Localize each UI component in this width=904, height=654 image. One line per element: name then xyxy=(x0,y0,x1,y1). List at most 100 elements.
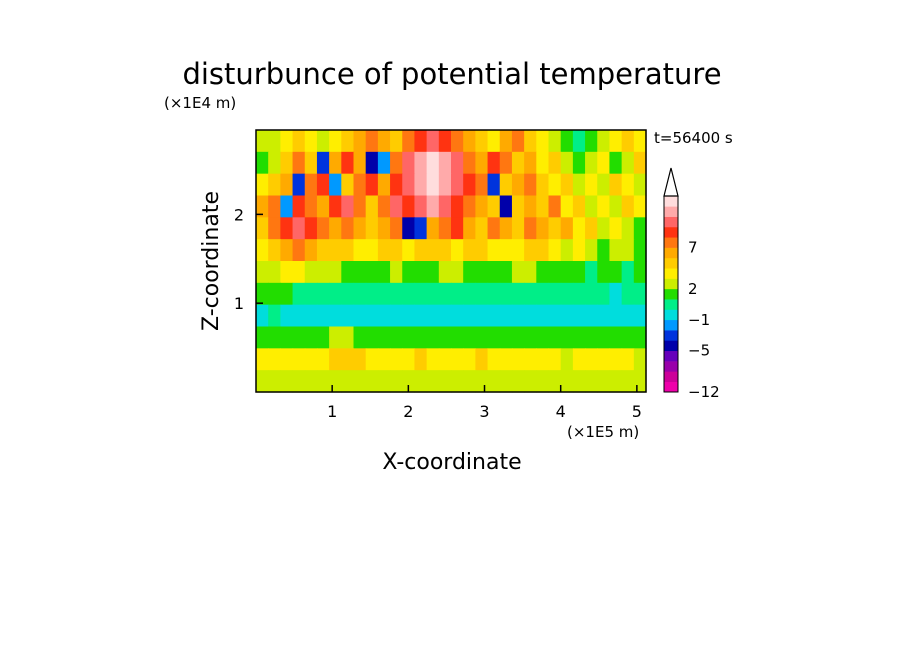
heatmap-cell xyxy=(438,151,452,175)
heatmap-cell xyxy=(304,304,318,328)
heatmap-cell xyxy=(536,239,550,262)
heatmap-cell xyxy=(316,348,330,371)
heatmap-cell xyxy=(341,130,355,153)
heatmap-cell xyxy=(560,304,574,328)
heatmap-cell xyxy=(341,304,355,328)
heatmap-cell xyxy=(451,173,464,197)
colorbar-swatch xyxy=(664,299,678,310)
heatmap-cell xyxy=(524,130,537,153)
heatmap-cell xyxy=(572,239,586,262)
heatmap-cell xyxy=(597,173,611,197)
heatmap-cell xyxy=(585,370,598,393)
heatmap-cell xyxy=(390,326,403,349)
colorbar-swatch xyxy=(664,350,678,362)
heatmap-cell xyxy=(511,173,525,197)
heatmap-cell xyxy=(451,195,464,218)
heatmap-cell xyxy=(353,282,367,306)
heatmap-cell xyxy=(292,326,306,349)
heatmap-cell xyxy=(609,151,623,175)
heatmap-cell xyxy=(511,239,525,262)
heatmap-cell xyxy=(475,282,489,306)
heatmap-cell xyxy=(268,217,281,240)
heatmap-cell xyxy=(316,304,330,328)
heatmap-cell xyxy=(316,261,330,284)
heatmap-cell xyxy=(329,370,342,393)
heatmap-cell xyxy=(280,130,294,153)
heatmap-cell xyxy=(487,151,501,175)
heatmap-cell xyxy=(585,130,598,153)
heatmap-cell xyxy=(597,326,611,349)
x-tick-label: 3 xyxy=(479,402,489,421)
heatmap-cell xyxy=(304,348,318,371)
heatmap-cell xyxy=(365,282,379,306)
heatmap-cell xyxy=(377,304,391,328)
heatmap-cell xyxy=(524,195,537,218)
heatmap-cell xyxy=(511,151,525,175)
heatmap-cell xyxy=(524,370,537,393)
heatmap-cell xyxy=(341,348,355,371)
heatmap-cell xyxy=(621,261,635,284)
heatmap-cell xyxy=(341,239,355,262)
heatmap-cell xyxy=(548,261,562,284)
heatmap-cell xyxy=(463,151,476,175)
heatmap-cell xyxy=(304,326,318,349)
heatmap-cell xyxy=(438,304,452,328)
heatmap-cell xyxy=(377,173,391,197)
heatmap-cell xyxy=(524,326,537,349)
heatmap-cell xyxy=(268,195,281,218)
heatmap-cell xyxy=(256,304,269,328)
heatmap-cell xyxy=(463,304,476,328)
colorbar-swatch xyxy=(664,226,678,238)
heatmap-cell xyxy=(633,370,647,393)
heatmap-cell xyxy=(402,370,416,393)
time-label: t=56400 s xyxy=(654,129,733,147)
heatmap-cell xyxy=(560,348,574,371)
heatmap-cell xyxy=(572,173,586,197)
heatmap-cell xyxy=(572,217,586,240)
x-tick-label: 5 xyxy=(632,402,642,421)
heatmap-cell xyxy=(377,326,391,349)
heatmap-cell xyxy=(487,239,501,262)
heatmap-cell xyxy=(609,326,623,349)
x-tick-label: 2 xyxy=(403,402,413,421)
heatmap-cell xyxy=(329,239,342,262)
colorbar-swatch xyxy=(664,288,678,300)
colorbar-swatch xyxy=(664,278,678,290)
heatmap-cell xyxy=(280,151,294,175)
heatmap-cell xyxy=(548,151,562,175)
heatmap-cell xyxy=(316,370,330,393)
heatmap-cell xyxy=(316,173,330,197)
heatmap-cell xyxy=(414,195,428,218)
heatmap-cell xyxy=(621,370,635,393)
heatmap-cell xyxy=(463,326,476,349)
heatmap-cell xyxy=(402,348,416,371)
heatmap-cell xyxy=(597,348,611,371)
colorbar-label: 7 xyxy=(688,239,698,257)
heatmap-cell xyxy=(585,304,598,328)
heatmap-cell xyxy=(560,261,574,284)
heatmap-cell xyxy=(353,326,367,349)
heatmap-cell xyxy=(536,217,550,240)
heatmap-cell xyxy=(621,304,635,328)
heatmap-cell xyxy=(475,370,489,393)
heatmap-cell xyxy=(463,195,476,218)
heatmap-cell xyxy=(536,261,550,284)
heatmap-cell xyxy=(365,173,379,197)
heatmap-cell xyxy=(438,195,452,218)
heatmap-cell xyxy=(511,195,525,218)
heatmap-cell xyxy=(560,370,574,393)
heatmap-cell xyxy=(292,239,306,262)
colorbar-label: 2 xyxy=(688,280,698,298)
heatmap-cell xyxy=(463,130,476,153)
heatmap-cell xyxy=(499,217,513,240)
heatmap-cell xyxy=(524,261,537,284)
heatmap-cell xyxy=(499,239,513,262)
heatmap-cell xyxy=(487,130,501,153)
heatmap-cell xyxy=(414,173,428,197)
heatmap-cell xyxy=(414,217,428,240)
heatmap-cell xyxy=(402,326,416,349)
heatmap-cell xyxy=(390,217,403,240)
y-axis-label: Z-coordinate xyxy=(199,191,224,331)
heatmap-cell xyxy=(621,195,635,218)
